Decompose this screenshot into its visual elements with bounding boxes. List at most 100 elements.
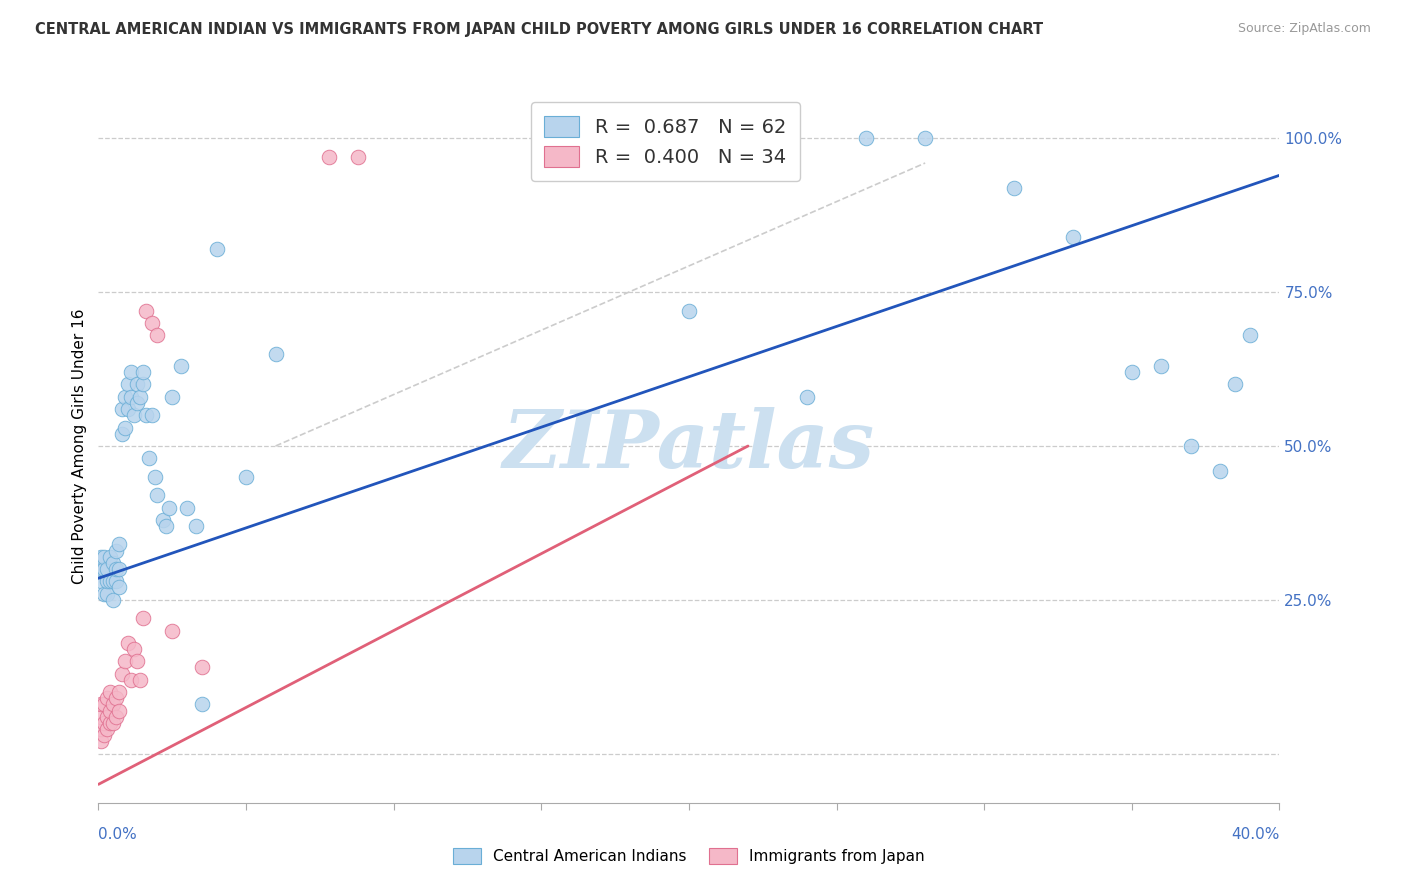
Point xyxy=(678,303,700,318)
Point xyxy=(98,574,121,589)
Point xyxy=(111,426,134,441)
Point xyxy=(108,685,131,699)
Point xyxy=(146,328,169,343)
Point xyxy=(120,365,142,379)
Text: 0.0%: 0.0% xyxy=(98,827,138,841)
Point xyxy=(1121,365,1143,379)
Point xyxy=(184,519,207,533)
Point xyxy=(914,131,936,145)
Point xyxy=(117,402,139,417)
Point xyxy=(93,587,115,601)
Point xyxy=(157,500,180,515)
Point xyxy=(103,715,125,730)
Point xyxy=(105,543,128,558)
Text: 40.0%: 40.0% xyxy=(1232,827,1279,841)
Point xyxy=(98,685,121,699)
Point xyxy=(1150,359,1173,373)
Point xyxy=(122,642,145,657)
Point xyxy=(90,709,112,723)
Point xyxy=(176,500,198,515)
Point xyxy=(90,722,112,736)
Point xyxy=(138,451,160,466)
Point xyxy=(132,611,155,625)
Point xyxy=(191,660,214,674)
Point xyxy=(125,654,148,668)
Point xyxy=(120,673,142,687)
Point xyxy=(155,519,177,533)
Point xyxy=(93,562,115,576)
Point xyxy=(93,728,115,742)
Point xyxy=(108,581,131,595)
Point xyxy=(205,242,228,256)
Point xyxy=(796,390,818,404)
Point xyxy=(108,537,131,551)
Point xyxy=(105,574,128,589)
Point xyxy=(1209,464,1232,478)
Point xyxy=(93,715,115,730)
Point xyxy=(111,402,134,417)
Point xyxy=(122,409,145,423)
Point xyxy=(117,636,139,650)
Point xyxy=(318,150,340,164)
Point xyxy=(1223,377,1246,392)
Point xyxy=(105,691,128,706)
Point xyxy=(96,574,118,589)
Point xyxy=(191,698,214,712)
Text: CENTRAL AMERICAN INDIAN VS IMMIGRANTS FROM JAPAN CHILD POVERTY AMONG GIRLS UNDER: CENTRAL AMERICAN INDIAN VS IMMIGRANTS FR… xyxy=(35,22,1043,37)
Point xyxy=(135,409,157,423)
Point xyxy=(132,377,155,392)
Point xyxy=(1002,180,1025,194)
Point xyxy=(132,365,155,379)
Point xyxy=(96,587,118,601)
Point xyxy=(1239,328,1261,343)
Point xyxy=(105,562,128,576)
Point xyxy=(103,698,125,712)
Point xyxy=(96,722,118,736)
Point xyxy=(162,390,183,404)
Point xyxy=(96,691,118,706)
Point xyxy=(98,549,121,564)
Point xyxy=(125,396,148,410)
Point xyxy=(146,488,169,502)
Legend: Central American Indians, Immigrants from Japan: Central American Indians, Immigrants fro… xyxy=(444,838,934,873)
Point xyxy=(170,359,193,373)
Point xyxy=(120,390,142,404)
Point xyxy=(855,131,877,145)
Point xyxy=(90,734,112,748)
Point xyxy=(90,574,112,589)
Point xyxy=(128,673,150,687)
Point xyxy=(103,556,125,570)
Point xyxy=(347,150,370,164)
Point xyxy=(114,390,136,404)
Point xyxy=(93,698,115,712)
Point xyxy=(141,316,163,330)
Point xyxy=(264,347,287,361)
Point xyxy=(135,303,157,318)
Point xyxy=(128,390,150,404)
Point xyxy=(114,420,136,434)
Point xyxy=(235,469,257,483)
Point xyxy=(103,574,125,589)
Point xyxy=(98,715,121,730)
Point xyxy=(1062,230,1084,244)
Text: Source: ZipAtlas.com: Source: ZipAtlas.com xyxy=(1237,22,1371,36)
Point xyxy=(111,666,134,681)
Point xyxy=(90,549,112,564)
Point xyxy=(90,562,112,576)
Point xyxy=(96,562,118,576)
Point xyxy=(103,592,125,607)
Point xyxy=(108,704,131,718)
Y-axis label: Child Poverty Among Girls Under 16: Child Poverty Among Girls Under 16 xyxy=(72,309,87,583)
Point xyxy=(117,377,139,392)
Point xyxy=(143,469,166,483)
Point xyxy=(105,709,128,723)
Point xyxy=(1180,439,1202,453)
Point xyxy=(162,624,183,638)
Point xyxy=(141,409,163,423)
Point xyxy=(96,709,118,723)
Point xyxy=(98,704,121,718)
Point xyxy=(90,698,112,712)
Point xyxy=(125,377,148,392)
Point xyxy=(152,513,174,527)
Point xyxy=(114,654,136,668)
